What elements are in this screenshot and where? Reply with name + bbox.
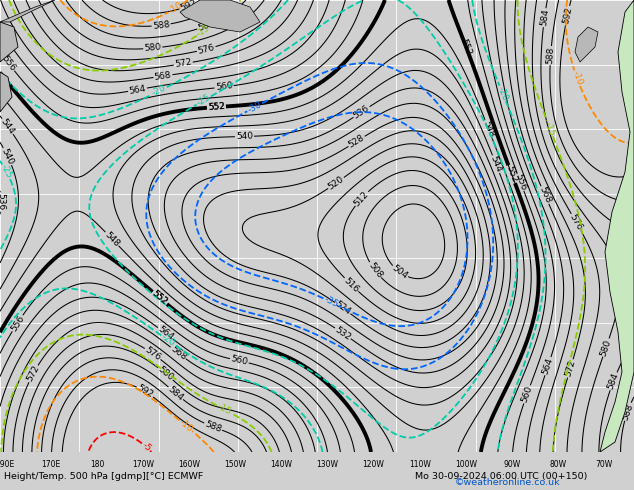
Text: 508: 508 xyxy=(366,261,384,280)
Text: 584: 584 xyxy=(197,19,216,33)
Text: -35: -35 xyxy=(323,295,340,309)
Text: 592: 592 xyxy=(561,6,574,25)
Text: 564: 564 xyxy=(128,84,146,96)
Polygon shape xyxy=(575,27,598,62)
Text: 556: 556 xyxy=(513,172,527,192)
Text: 504: 504 xyxy=(390,264,410,281)
Polygon shape xyxy=(600,0,634,452)
Text: 580: 580 xyxy=(156,365,175,383)
Text: 552: 552 xyxy=(207,102,225,112)
Text: 576: 576 xyxy=(197,43,216,55)
Text: 580: 580 xyxy=(144,43,162,53)
Text: Height/Temp. 500 hPa [gdmp][°C] ECMWF: Height/Temp. 500 hPa [gdmp][°C] ECMWF xyxy=(4,472,204,481)
Text: 588: 588 xyxy=(546,47,556,65)
Polygon shape xyxy=(0,22,18,62)
Text: 560: 560 xyxy=(520,385,534,404)
Text: 552: 552 xyxy=(458,37,473,56)
Text: 90W: 90W xyxy=(503,460,521,469)
Text: -10: -10 xyxy=(571,70,584,87)
Text: -15: -15 xyxy=(543,120,557,137)
Text: 552: 552 xyxy=(505,165,519,184)
Text: 592: 592 xyxy=(136,383,155,400)
Text: 552: 552 xyxy=(150,289,169,307)
Text: 572: 572 xyxy=(25,364,41,383)
Text: 512: 512 xyxy=(353,189,371,208)
Text: 572: 572 xyxy=(174,58,193,70)
Text: 584: 584 xyxy=(166,384,185,402)
Text: 190E: 190E xyxy=(0,460,15,469)
Text: 584: 584 xyxy=(539,9,550,27)
Text: 552: 552 xyxy=(150,289,169,307)
Text: 564: 564 xyxy=(156,325,175,342)
Text: 160W: 160W xyxy=(178,460,200,469)
Text: 180: 180 xyxy=(90,460,105,469)
Text: 528: 528 xyxy=(347,133,366,150)
Text: 170E: 170E xyxy=(41,460,61,469)
Text: 544: 544 xyxy=(0,117,16,136)
Text: -15: -15 xyxy=(216,402,233,417)
Text: ©weatheronline.co.uk: ©weatheronline.co.uk xyxy=(455,478,560,487)
Text: 516: 516 xyxy=(342,275,361,294)
Text: 520: 520 xyxy=(327,174,346,192)
Text: 540: 540 xyxy=(0,147,15,166)
Text: 568: 568 xyxy=(169,344,188,362)
Text: 572: 572 xyxy=(564,359,577,378)
Text: 524: 524 xyxy=(333,299,353,317)
Text: 588: 588 xyxy=(152,20,171,31)
Text: 592: 592 xyxy=(179,0,198,13)
Text: 576: 576 xyxy=(568,213,585,232)
Text: 150W: 150W xyxy=(224,460,247,469)
Text: 556: 556 xyxy=(9,314,26,333)
Text: -25: -25 xyxy=(195,93,212,108)
Text: 70W: 70W xyxy=(595,460,612,469)
Text: 544: 544 xyxy=(489,154,503,173)
Text: 110W: 110W xyxy=(409,460,430,469)
Text: -30: -30 xyxy=(246,100,263,115)
Text: Mo 30-09-2024 06:00 UTC (00+150): Mo 30-09-2024 06:00 UTC (00+150) xyxy=(415,472,587,481)
Text: 568: 568 xyxy=(154,71,172,82)
Text: 560: 560 xyxy=(230,354,249,367)
Text: 556: 556 xyxy=(0,53,17,73)
Text: -15: -15 xyxy=(195,23,212,39)
Text: -10: -10 xyxy=(178,417,195,434)
Text: 80W: 80W xyxy=(549,460,567,469)
Text: -10: -10 xyxy=(167,0,184,16)
Text: 536: 536 xyxy=(0,194,5,211)
Text: 140W: 140W xyxy=(271,460,292,469)
Text: 552: 552 xyxy=(207,102,225,112)
Text: -5: -5 xyxy=(139,441,153,453)
Text: 548: 548 xyxy=(103,230,121,248)
Polygon shape xyxy=(0,0,55,22)
Text: 580: 580 xyxy=(599,338,613,357)
Text: 584: 584 xyxy=(606,372,621,391)
Text: 540: 540 xyxy=(236,132,253,141)
Polygon shape xyxy=(0,72,12,112)
Text: 548: 548 xyxy=(481,119,496,138)
Text: 588: 588 xyxy=(204,419,223,434)
Text: 588: 588 xyxy=(621,402,634,421)
Text: 536: 536 xyxy=(352,103,372,121)
Text: 564: 564 xyxy=(541,357,555,376)
Text: -20: -20 xyxy=(496,85,510,102)
Polygon shape xyxy=(180,0,260,32)
Text: 120W: 120W xyxy=(363,460,385,469)
Text: 576: 576 xyxy=(143,345,162,363)
Text: -20: -20 xyxy=(151,84,168,98)
Text: 170W: 170W xyxy=(133,460,154,469)
Text: -20: -20 xyxy=(160,332,177,348)
Text: 560: 560 xyxy=(215,81,233,93)
Text: 130W: 130W xyxy=(316,460,339,469)
Text: 100W: 100W xyxy=(455,460,477,469)
Text: -25: -25 xyxy=(0,163,14,180)
Text: 568: 568 xyxy=(537,185,552,205)
Text: 532: 532 xyxy=(333,325,353,342)
